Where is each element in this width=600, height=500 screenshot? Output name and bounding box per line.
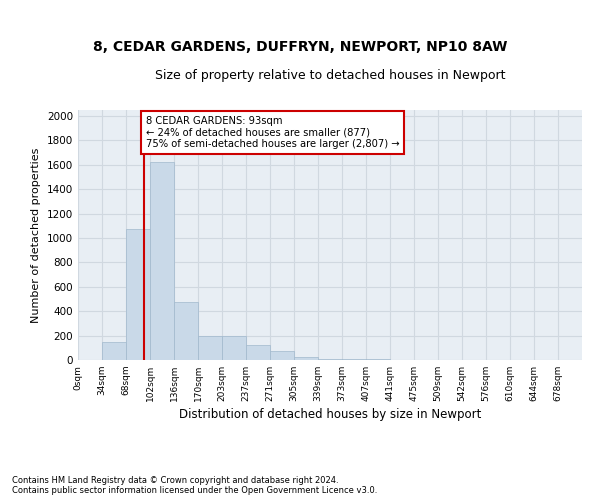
Bar	[222, 336, 246, 360]
Y-axis label: Number of detached properties: Number of detached properties	[31, 148, 41, 322]
Bar	[126, 229, 150, 360]
Bar	[150, 162, 174, 360]
Text: Contains HM Land Registry data © Crown copyright and database right 2024.
Contai: Contains HM Land Registry data © Crown c…	[12, 476, 377, 495]
Title: Size of property relative to detached houses in Newport: Size of property relative to detached ho…	[155, 70, 505, 82]
Bar	[198, 336, 222, 360]
X-axis label: Distribution of detached houses by size in Newport: Distribution of detached houses by size …	[179, 408, 481, 421]
Text: 8, CEDAR GARDENS, DUFFRYN, NEWPORT, NP10 8AW: 8, CEDAR GARDENS, DUFFRYN, NEWPORT, NP10…	[93, 40, 507, 54]
Bar	[318, 359, 342, 360]
Bar	[246, 345, 270, 360]
Bar	[270, 351, 294, 360]
Bar	[102, 342, 126, 360]
Bar	[174, 302, 198, 360]
Bar	[294, 357, 318, 360]
Text: 8 CEDAR GARDENS: 93sqm
← 24% of detached houses are smaller (877)
75% of semi-de: 8 CEDAR GARDENS: 93sqm ← 24% of detached…	[146, 116, 400, 150]
